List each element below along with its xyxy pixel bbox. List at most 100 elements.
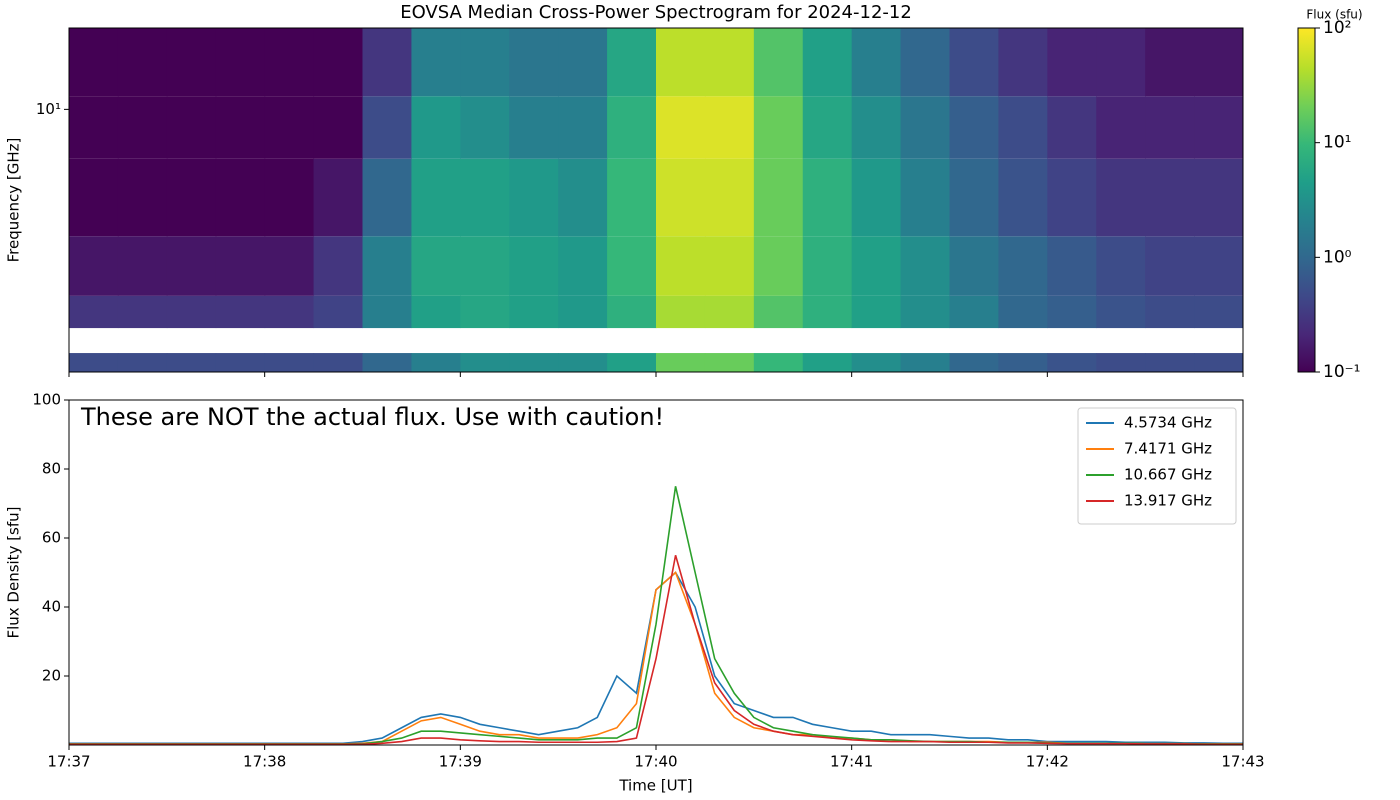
x-tick-label: 17:43: [1221, 753, 1264, 771]
heatmap-cell: [411, 295, 461, 329]
heatmap-cell: [607, 158, 657, 237]
heatmap-cell: [998, 353, 1048, 372]
heatmap-cell: [166, 158, 217, 237]
heatmap-cell: [264, 295, 315, 329]
heatmap-cell: [1194, 96, 1244, 159]
heatmap-cell: [558, 28, 608, 97]
heatmap-cell: [802, 96, 853, 159]
heatmap-cell: [117, 295, 168, 329]
heatmap-cell: [949, 295, 999, 329]
heatmap-cell: [1145, 158, 1195, 237]
heatmap-cell: [900, 295, 950, 329]
heatmap-cell: [607, 96, 657, 159]
heatmap-cell: [117, 158, 168, 237]
colorbar-tick-label: 10⁻¹: [1323, 362, 1360, 382]
y-tick-label: 10¹: [36, 100, 61, 118]
heatmap-cell: [704, 353, 755, 372]
colorbar-tick-label: 10²: [1323, 18, 1351, 38]
heatmap-cell: [313, 96, 363, 159]
heatmap-cell: [509, 158, 559, 237]
heatmap-cell: [1047, 158, 1097, 237]
heatmap-cell: [753, 236, 804, 296]
chart-title: EOVSA Median Cross-Power Spectrogram for…: [400, 2, 912, 23]
heatmap-cell: [69, 295, 119, 329]
heatmap-cell: [509, 295, 559, 329]
heatmap-cell: [1047, 353, 1097, 372]
annotation: These are NOT the actual flux. Use with …: [80, 403, 664, 431]
heatmap-cell: [215, 158, 266, 237]
heatmap-cell: [264, 28, 315, 97]
heatmap-cell: [1096, 96, 1146, 159]
heatmap-cell: [509, 236, 559, 296]
heatmap-cell: [69, 236, 119, 296]
heatmap-cell: [166, 353, 217, 372]
heatmap-cell: [656, 28, 706, 97]
legend-label: 10.667 GHz: [1124, 466, 1212, 484]
heatmap-cell: [851, 236, 902, 296]
x-tick-label: 17:39: [439, 753, 482, 771]
heatmap-cell: [851, 28, 902, 97]
heatmap-cell: [558, 96, 608, 159]
colorbar-tick-label: 10¹: [1323, 133, 1351, 153]
heatmap-cell: [949, 96, 999, 159]
heatmap-cell: [1047, 28, 1097, 97]
heatmap-cell: [166, 236, 217, 296]
heatmap-cell: [1194, 295, 1244, 329]
heatmap-cell: [69, 158, 119, 237]
heatmap-cell: [1194, 236, 1244, 296]
y-tick-label: 100: [32, 391, 61, 409]
heatmap-cell: [704, 96, 755, 159]
heatmap-cell: [656, 295, 706, 329]
heatmap-cell: [362, 158, 412, 237]
heatmap-cell: [117, 96, 168, 159]
heatmap-cell: [656, 158, 706, 237]
heatmap-cell: [215, 236, 266, 296]
heatmap-cell: [460, 96, 510, 159]
heatmap-cell: [607, 295, 657, 329]
heatmap-cell: [900, 28, 950, 97]
heatmap-cell: [1047, 295, 1097, 329]
heatmap-cell: [558, 353, 608, 372]
heatmap-cell: [509, 28, 559, 97]
heatmap-cell: [69, 96, 119, 159]
heatmap-cell: [313, 353, 363, 372]
heatmap-cell: [1194, 158, 1244, 237]
heatmap-cell: [704, 295, 755, 329]
heatmap-cell: [802, 236, 853, 296]
heatmap-cell: [264, 236, 315, 296]
y-axis-label: Frequency [GHz]: [5, 138, 23, 263]
heatmap-cell: [558, 236, 608, 296]
heatmap-cell: [704, 158, 755, 237]
heatmap-cell: [1096, 353, 1146, 372]
y-tick-label: 20: [42, 667, 61, 685]
heatmap-cell: [215, 96, 266, 159]
plot-frame: [68, 399, 1244, 746]
heatmap-cell: [69, 28, 119, 97]
heatmap-cell: [1096, 158, 1146, 237]
heatmap-cell: [1096, 28, 1146, 97]
heatmap-cell: [802, 158, 853, 237]
heatmap-cell: [753, 96, 804, 159]
heatmap-cell: [851, 158, 902, 237]
heatmap-cell: [509, 96, 559, 159]
heatmap-cell: [656, 236, 706, 296]
heatmap-cell: [753, 353, 804, 372]
heatmap-cell: [1145, 236, 1195, 296]
heatmap-cell: [509, 353, 559, 372]
heatmap-cell: [215, 28, 266, 97]
heatmap-cell: [1096, 295, 1146, 329]
heatmap-cell: [411, 96, 461, 159]
heatmap-cell: [949, 28, 999, 97]
heatmap-cell: [656, 353, 706, 372]
heatmap-cell: [802, 295, 853, 329]
heatmap-cell: [117, 353, 168, 372]
heatmap-cell: [362, 353, 412, 372]
heatmap-cell: [411, 158, 461, 237]
heatmap-cell: [460, 295, 510, 329]
heatmap-cell: [313, 295, 363, 329]
heatmap-cell: [998, 236, 1048, 296]
heatmap-cell: [215, 295, 266, 329]
heatmap-cell: [753, 28, 804, 97]
legend: [1077, 407, 1237, 525]
